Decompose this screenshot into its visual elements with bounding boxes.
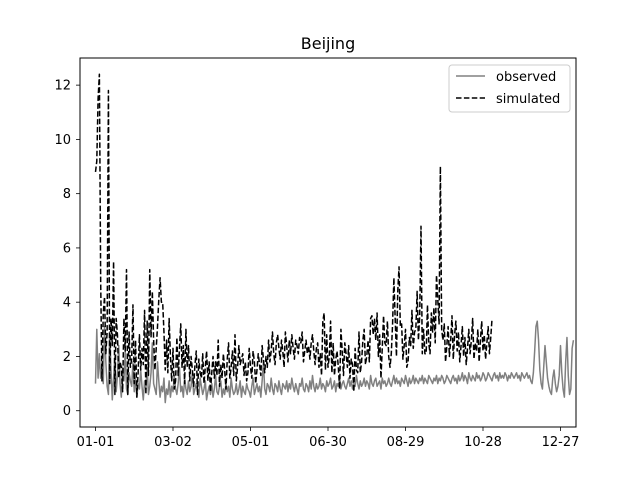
legend: observed simulated — [448, 64, 571, 113]
y-tick-label: 2 — [63, 350, 71, 365]
y-tick-label: 6 — [63, 241, 71, 256]
plot-area — [94, 73, 575, 404]
x-tick-label: 08-29 — [387, 435, 425, 450]
y-tick-label: 12 — [54, 79, 71, 94]
legend-label-observed: observed — [496, 70, 556, 85]
axes-frame — [79, 57, 577, 428]
chart-title: Beijing — [301, 34, 355, 53]
series-line-simulated — [94, 73, 493, 398]
y-tick-label: 10 — [54, 133, 71, 148]
y-tick-label: 4 — [63, 296, 71, 311]
x-tick-label: 12-27 — [542, 435, 580, 450]
x-tick-label: 05-01 — [232, 435, 270, 450]
legend-label-simulated: simulated — [496, 92, 560, 107]
x-tick-label: 06-30 — [309, 435, 347, 450]
x-tick-label: 01-01 — [77, 435, 115, 450]
x-axis: 01-01 03-02 05-01 06-30 08-29 10-28 12-27 — [77, 427, 580, 450]
y-tick-label: 0 — [63, 404, 71, 419]
x-tick-label: 10-28 — [464, 435, 502, 450]
y-tick-label: 8 — [63, 187, 71, 202]
x-tick-label: 03-02 — [154, 435, 192, 450]
series-line-observed — [94, 320, 575, 404]
y-axis: 0 2 4 6 8 10 12 — [54, 79, 80, 419]
